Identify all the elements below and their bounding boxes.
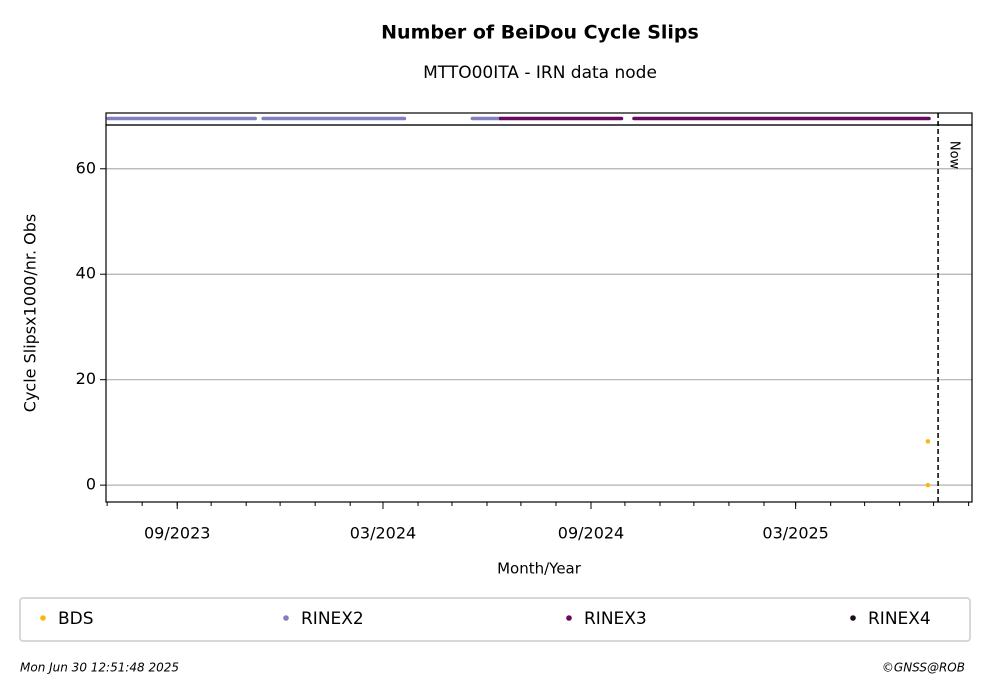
strip-frame xyxy=(105,112,973,126)
data-point xyxy=(925,439,931,444)
legend-marker xyxy=(40,615,46,621)
legend-box xyxy=(19,597,971,642)
y-tick-label: 40 xyxy=(76,264,96,283)
x-tick-label: 03/2024 xyxy=(350,524,416,543)
x-tick-label: 09/2023 xyxy=(144,524,210,543)
y-tick-label: 0 xyxy=(86,475,96,494)
legend-label: RINEX3 xyxy=(584,609,647,629)
y-axis-label: Cycle Slipsx1000/nr. Obs xyxy=(21,214,40,412)
legend-marker xyxy=(283,615,289,621)
chart-subtitle: MTTO00ITA - IRN data node xyxy=(423,63,657,83)
x-tick-label: 09/2024 xyxy=(558,524,624,543)
credit: ©GNSS@ROB xyxy=(882,661,965,675)
legend-marker xyxy=(566,615,572,621)
now-label: Now xyxy=(947,141,962,170)
legend-marker xyxy=(850,615,856,621)
legend-label: RINEX2 xyxy=(301,609,364,629)
y-tick-label: 60 xyxy=(76,158,96,177)
timestamp: Mon Jun 30 12:51:48 2025 xyxy=(20,661,179,675)
legend-label: BDS xyxy=(58,609,94,629)
x-axis-label: Month/Year xyxy=(497,560,582,578)
x-tick-label: 03/2025 xyxy=(762,524,828,543)
legend-label: RINEX4 xyxy=(868,609,931,629)
data-point xyxy=(925,482,931,488)
plot-frame xyxy=(105,124,973,503)
y-tick-label: 20 xyxy=(76,369,96,388)
chart-title: Number of BeiDou Cycle Slips xyxy=(381,22,699,44)
